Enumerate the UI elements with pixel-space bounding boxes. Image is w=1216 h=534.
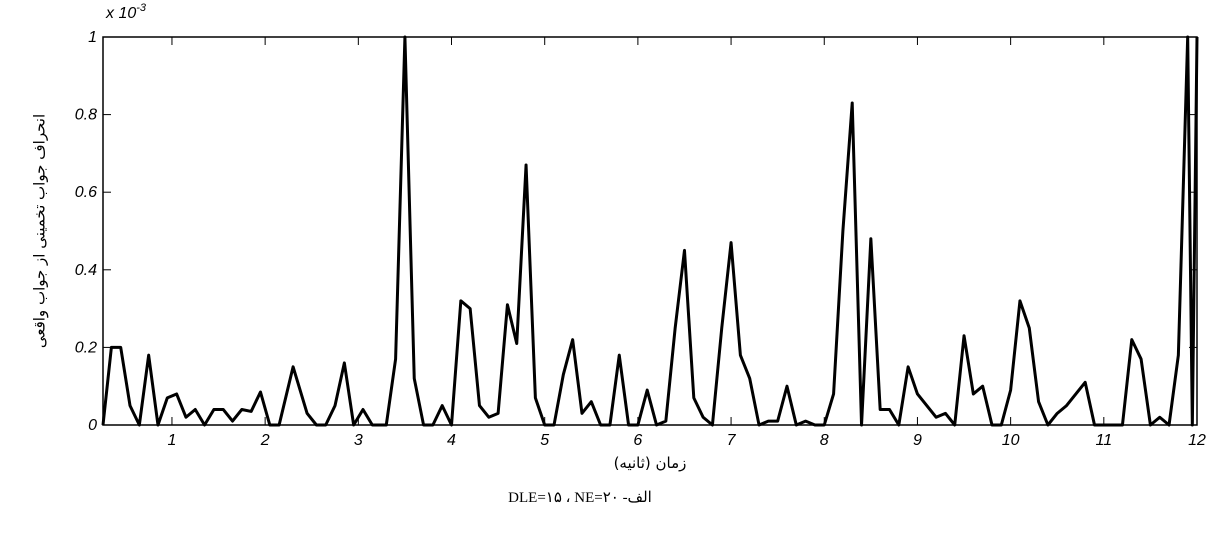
y-tick-label: 0 [88,417,97,434]
x-tick-label: 7 [727,432,737,449]
x-tick-label: 10 [1002,432,1020,449]
y-multiplier: x 10-3 [105,2,147,22]
caption: الف- DLE=۱۵ ، NE=۲۰ [508,490,652,506]
x-tick-label: 4 [447,432,456,449]
x-tick-label: 2 [260,432,270,449]
x-tick-label: 1 [168,432,177,449]
x-tick-label: 12 [1188,432,1206,449]
x-tick-label: 5 [540,432,549,449]
y-tick-label: 1 [88,29,97,46]
y-axis-label: انحراف جواب تخمینی از جواب واقعی [31,114,49,348]
y-tick-label: 0.8 [75,107,97,124]
x-tick-label: 9 [913,432,922,449]
y-multiplier-exponent: -3 [136,2,147,14]
y-multiplier-base: x 10 [105,5,136,22]
x-tick-label: 8 [820,432,829,449]
y-tick-label: 0.4 [75,262,97,279]
x-axis-label: زمان (ثانیه) [614,454,687,472]
plot-frame [102,36,1198,426]
x-tick-label: 3 [354,432,363,449]
data-line [101,35,1199,427]
x-tick-label: 6 [633,432,642,449]
x-tick-label: 11 [1096,432,1113,449]
y-tick-label: 0.2 [75,339,97,356]
y-tick-label: 0.6 [75,184,97,201]
